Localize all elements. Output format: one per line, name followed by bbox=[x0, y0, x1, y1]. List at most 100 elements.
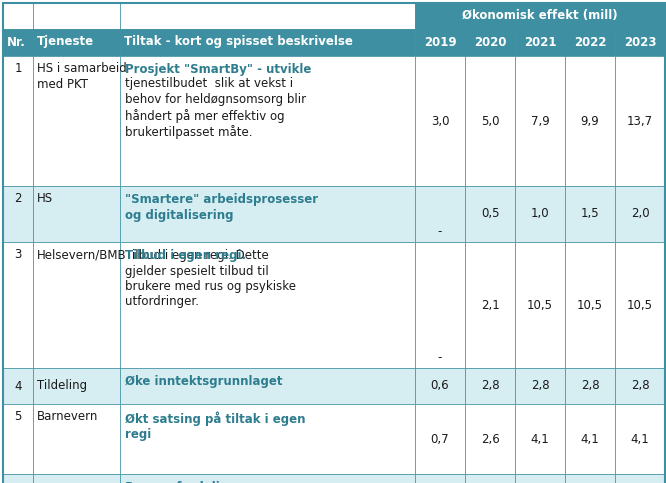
Text: 1,5: 1,5 bbox=[581, 208, 599, 221]
Bar bbox=[615, 404, 665, 474]
Text: 10,5: 10,5 bbox=[627, 298, 653, 312]
Text: 2: 2 bbox=[14, 192, 22, 205]
Bar bbox=[515, 29, 565, 56]
Text: 2,0: 2,0 bbox=[631, 208, 649, 221]
Bar bbox=[565, 404, 615, 474]
Text: 5,0: 5,0 bbox=[481, 114, 500, 128]
Bar bbox=[615, 368, 665, 404]
Text: Helsevern/BMB: Helsevern/BMB bbox=[37, 248, 127, 261]
Bar bbox=[3, 56, 33, 186]
Bar bbox=[515, 404, 565, 474]
Text: 2,1: 2,1 bbox=[481, 298, 500, 312]
Text: Barnevern: Barnevern bbox=[37, 410, 99, 423]
Text: 0,5: 0,5 bbox=[481, 208, 500, 221]
Text: 10,5: 10,5 bbox=[527, 298, 553, 312]
Bar bbox=[415, 186, 465, 242]
Bar bbox=[465, 56, 515, 186]
Bar bbox=[120, 56, 415, 186]
Bar bbox=[415, 242, 465, 368]
Bar bbox=[120, 474, 415, 483]
Text: 4,1: 4,1 bbox=[631, 432, 649, 445]
Bar bbox=[33, 242, 120, 368]
Bar bbox=[565, 368, 615, 404]
Bar bbox=[565, 56, 615, 186]
Text: Økt satsing på tiltak i egen
regi: Økt satsing på tiltak i egen regi bbox=[125, 411, 306, 441]
Bar bbox=[3, 368, 33, 404]
Text: 2,8: 2,8 bbox=[531, 380, 549, 393]
Text: -: - bbox=[438, 226, 442, 239]
Text: 2,8: 2,8 bbox=[631, 380, 649, 393]
Bar bbox=[3, 474, 33, 483]
Text: 1,0: 1,0 bbox=[531, 208, 549, 221]
Text: Økonomisk effekt (mill): Økonomisk effekt (mill) bbox=[462, 10, 618, 23]
Bar bbox=[415, 368, 465, 404]
Bar bbox=[120, 3, 415, 29]
Bar bbox=[615, 186, 665, 242]
Text: tjenestilbudet  slik at vekst i
behov for heldøgnsomsorg blir
håndert på mer eff: tjenestilbudet slik at vekst i behov for… bbox=[125, 77, 306, 140]
Text: Tilbud i egen regi.: Tilbud i egen regi. bbox=[125, 249, 246, 262]
Bar bbox=[415, 474, 465, 483]
Bar bbox=[615, 29, 665, 56]
Text: 1: 1 bbox=[14, 62, 22, 75]
Text: -: - bbox=[438, 352, 442, 365]
Text: 0,6: 0,6 bbox=[431, 380, 450, 393]
Text: Tilbud i egen regi. Dette
gjelder spesielt tilbud til
brukere med rus og psykisk: Tilbud i egen regi. Dette gjelder spesie… bbox=[125, 249, 296, 309]
Bar bbox=[515, 56, 565, 186]
Bar bbox=[120, 242, 415, 368]
Text: Tiltak - kort og spisset beskrivelse: Tiltak - kort og spisset beskrivelse bbox=[124, 35, 353, 48]
Bar bbox=[120, 404, 415, 474]
Bar bbox=[615, 474, 665, 483]
Bar bbox=[33, 29, 120, 56]
Bar bbox=[120, 29, 415, 56]
Text: HS: HS bbox=[37, 192, 53, 205]
Text: HS i samarbeid
med PKT: HS i samarbeid med PKT bbox=[37, 62, 127, 90]
Bar bbox=[565, 242, 615, 368]
Bar bbox=[465, 368, 515, 404]
Bar bbox=[515, 242, 565, 368]
Bar bbox=[3, 404, 33, 474]
Bar bbox=[465, 404, 515, 474]
Bar bbox=[33, 186, 120, 242]
Bar bbox=[515, 368, 565, 404]
Bar bbox=[565, 474, 615, 483]
Text: 2,8: 2,8 bbox=[581, 380, 599, 393]
Text: 10,5: 10,5 bbox=[577, 298, 603, 312]
Bar bbox=[465, 186, 515, 242]
Text: 13,7: 13,7 bbox=[627, 114, 653, 128]
Text: 2023: 2023 bbox=[624, 35, 656, 48]
Text: 2022: 2022 bbox=[573, 35, 606, 48]
Bar bbox=[33, 3, 120, 29]
Bar bbox=[565, 29, 615, 56]
Bar bbox=[120, 368, 415, 404]
Text: 2,8: 2,8 bbox=[481, 380, 500, 393]
Bar bbox=[3, 242, 33, 368]
Text: 5: 5 bbox=[14, 410, 22, 423]
Text: "Smartere" arbeidsprosesser
og digitalisering: "Smartere" arbeidsprosesser og digitalis… bbox=[125, 193, 318, 222]
Bar bbox=[515, 474, 565, 483]
Text: 0,7: 0,7 bbox=[431, 432, 450, 445]
Bar bbox=[3, 186, 33, 242]
Text: 3: 3 bbox=[14, 248, 22, 261]
Bar bbox=[415, 3, 665, 29]
Bar bbox=[465, 474, 515, 483]
Bar bbox=[120, 186, 415, 242]
Text: 2020: 2020 bbox=[474, 35, 506, 48]
Text: 4,1: 4,1 bbox=[531, 432, 549, 445]
Bar bbox=[415, 29, 465, 56]
Text: 2,6: 2,6 bbox=[481, 432, 500, 445]
Bar bbox=[615, 56, 665, 186]
Bar bbox=[515, 186, 565, 242]
Bar bbox=[33, 404, 120, 474]
Text: 9,9: 9,9 bbox=[581, 114, 599, 128]
Text: Ressursfordeling: Ressursfordeling bbox=[125, 481, 238, 483]
Bar bbox=[465, 29, 515, 56]
Bar bbox=[33, 368, 120, 404]
Bar bbox=[565, 186, 615, 242]
Text: Nr.: Nr. bbox=[7, 35, 26, 48]
Text: 2019: 2019 bbox=[424, 35, 456, 48]
Bar bbox=[3, 3, 33, 29]
Text: Tjeneste: Tjeneste bbox=[37, 35, 94, 48]
Bar bbox=[33, 56, 120, 186]
Text: 3,0: 3,0 bbox=[431, 114, 450, 128]
Text: 2021: 2021 bbox=[523, 35, 556, 48]
